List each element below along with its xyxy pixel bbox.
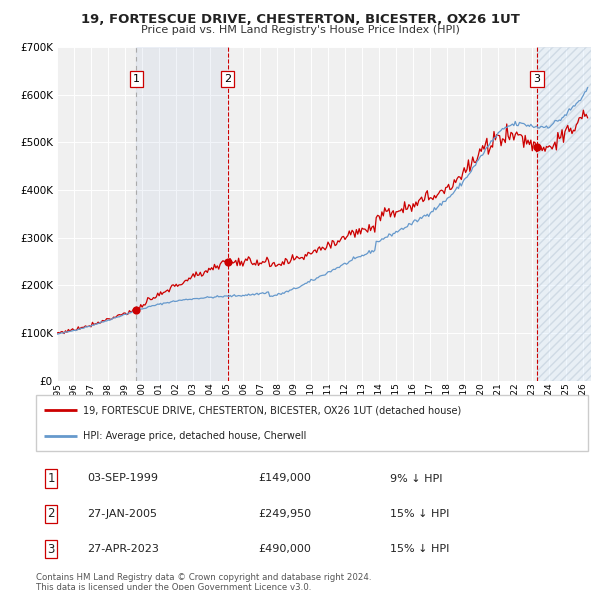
Text: HPI: Average price, detached house, Cherwell: HPI: Average price, detached house, Cher… (83, 431, 306, 441)
Text: Price paid vs. HM Land Registry's House Price Index (HPI): Price paid vs. HM Land Registry's House … (140, 25, 460, 35)
Point (131, 305, 141, 314)
Text: £249,950: £249,950 (258, 509, 311, 519)
Text: 1: 1 (47, 472, 55, 485)
Point (223, 257, 233, 266)
Point (532, 143, 542, 152)
Text: 2: 2 (224, 74, 231, 84)
Text: 27-JAN-2005: 27-JAN-2005 (87, 509, 157, 519)
Bar (537, 47, 591, 381)
FancyBboxPatch shape (36, 395, 588, 451)
Text: 3: 3 (47, 543, 55, 556)
Text: 2: 2 (47, 507, 55, 520)
Text: £490,000: £490,000 (258, 545, 311, 554)
Text: 03-SEP-1999: 03-SEP-1999 (87, 474, 158, 483)
Text: 19, FORTESCUE DRIVE, CHESTERTON, BICESTER, OX26 1UT (detached house): 19, FORTESCUE DRIVE, CHESTERTON, BICESTE… (83, 405, 461, 415)
Bar (537, 47, 591, 381)
Text: 19, FORTESCUE DRIVE, CHESTERTON, BICESTER, OX26 1UT: 19, FORTESCUE DRIVE, CHESTERTON, BICESTE… (80, 13, 520, 26)
Text: 3: 3 (533, 74, 541, 84)
Text: 27-APR-2023: 27-APR-2023 (87, 545, 159, 554)
Text: Contains HM Land Registry data © Crown copyright and database right 2024.: Contains HM Land Registry data © Crown c… (36, 573, 371, 582)
Text: 1: 1 (133, 74, 140, 84)
Text: 15% ↓ HPI: 15% ↓ HPI (390, 545, 449, 554)
Text: £149,000: £149,000 (258, 474, 311, 483)
Text: 9% ↓ HPI: 9% ↓ HPI (390, 474, 443, 483)
Text: This data is licensed under the Open Government Licence v3.0.: This data is licensed under the Open Gov… (36, 583, 311, 590)
Bar (136, 47, 228, 381)
Text: 15% ↓ HPI: 15% ↓ HPI (390, 509, 449, 519)
